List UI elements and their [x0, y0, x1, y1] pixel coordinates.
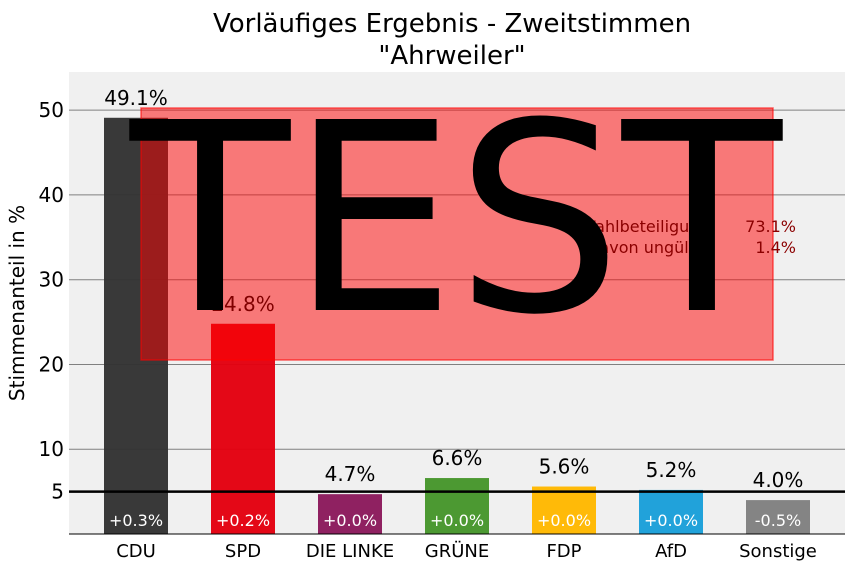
turnout-label: Wahlbeteiligung:	[580, 217, 715, 236]
bar-fdp	[532, 486, 596, 534]
x-axis-ticks: CDU SPD DIE LINKE GRÜNE FDP AfD Sonstige	[116, 540, 817, 562]
y-tick-label: 5	[51, 480, 64, 504]
x-tick-label: Sonstige	[739, 541, 817, 562]
invalid-label: davon ungültig:	[589, 238, 715, 257]
x-tick-label: GRÜNE	[425, 540, 489, 562]
y-axis-ticks: 5 10 20 30 40 50	[39, 98, 64, 503]
x-tick-label: SPD	[225, 541, 261, 562]
turnout-info: Wahlbeteiligung: 73.1% davon ungültig: 1…	[580, 217, 796, 257]
x-tick-label: AfD	[655, 541, 687, 562]
watermark-text: TEST	[126, 67, 786, 372]
change-label: +0.0%	[644, 511, 698, 530]
bar-sonstige	[746, 500, 810, 534]
value-label: 49.1%	[104, 86, 168, 110]
y-tick-label: 20	[39, 352, 64, 376]
y-tick-label: 10	[39, 437, 64, 461]
change-label: +0.2%	[216, 511, 270, 530]
bar-afd	[639, 489, 703, 534]
x-tick-label: DIE LINKE	[306, 541, 394, 562]
x-tick-label: CDU	[116, 541, 156, 562]
change-label: -0.5%	[755, 511, 801, 530]
test-overlay-box	[140, 107, 774, 361]
change-labels: +0.3% +0.2% +0.0% +0.0% +0.0% +0.0% -0.5%	[109, 511, 801, 530]
value-label: 6.6%	[432, 446, 483, 470]
y-axis-label: Stimmenanteil in %	[5, 205, 29, 401]
change-label: +0.0%	[430, 511, 484, 530]
value-label: 4.7%	[325, 462, 376, 486]
y-tick-label: 30	[39, 268, 64, 292]
value-label: 5.2%	[646, 458, 697, 482]
chart-title: Vorläufiges Ergebnis - Zweitstimmen	[213, 9, 691, 39]
value-label: 4.0%	[753, 468, 804, 492]
change-label: +0.3%	[109, 511, 163, 530]
invalid-value: 1.4%	[755, 238, 796, 257]
change-label: +0.0%	[537, 511, 591, 530]
y-tick-label: 50	[39, 98, 64, 122]
value-label: 5.6%	[539, 455, 590, 479]
y-tick-label: 40	[39, 183, 64, 207]
turnout-value: 73.1%	[745, 217, 796, 236]
bar-die-linke	[318, 494, 382, 534]
x-tick-label: FDP	[546, 541, 581, 562]
change-label: +0.0%	[323, 511, 377, 530]
chart-subtitle: "Ahrweiler"	[378, 41, 525, 71]
bar-gr-ne	[425, 478, 489, 534]
